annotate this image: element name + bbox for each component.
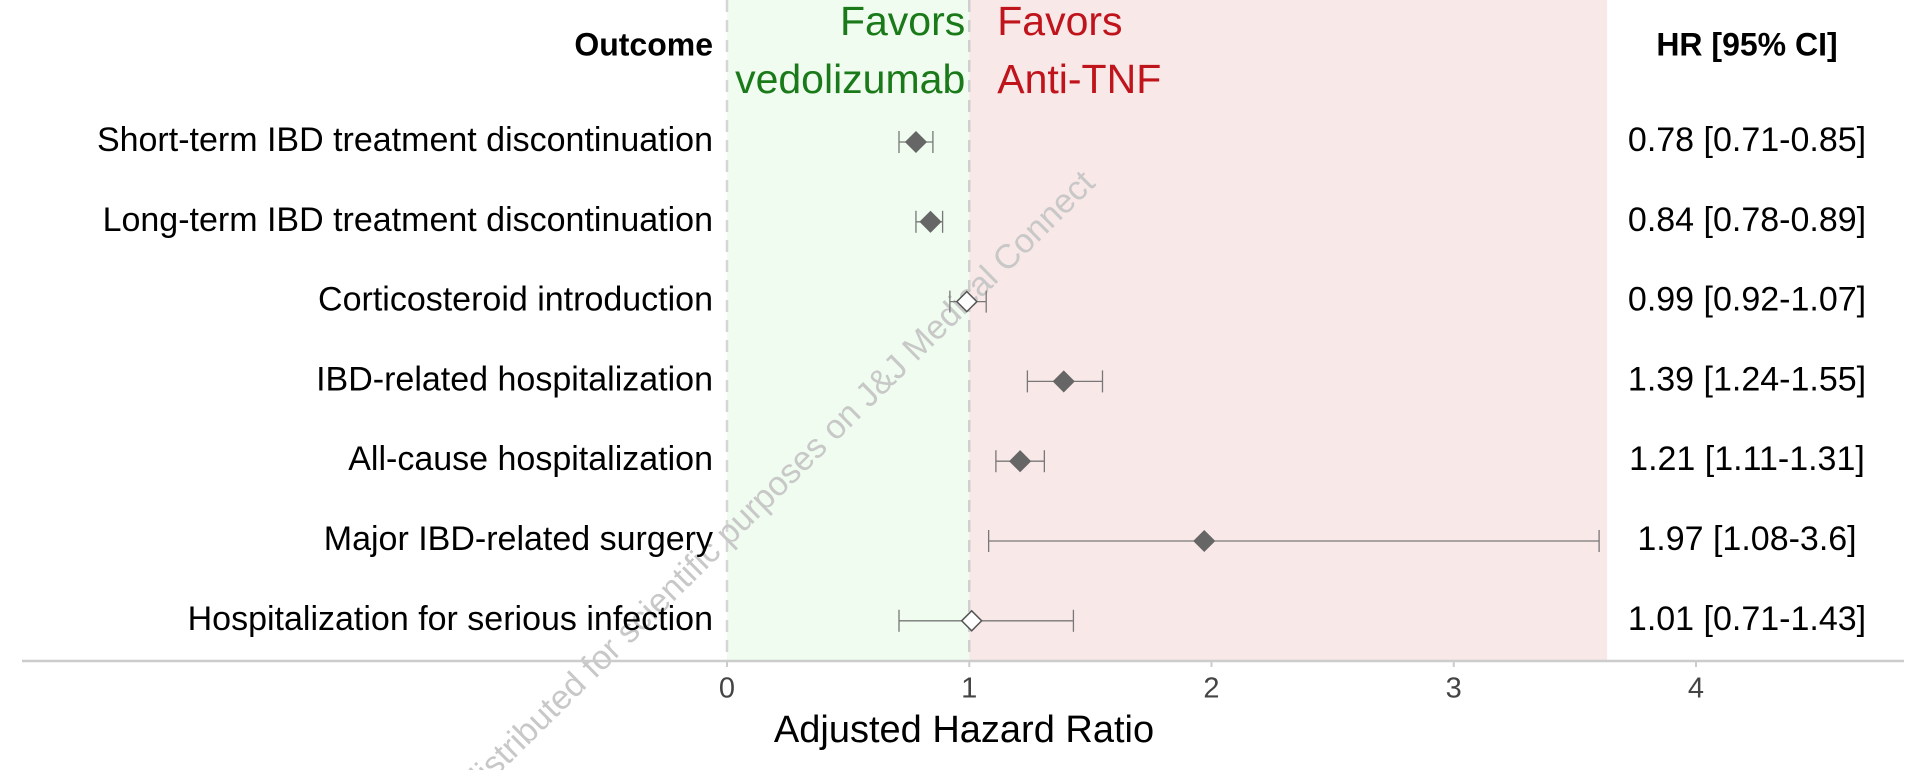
x-tick-label: 2 <box>1203 673 1219 705</box>
favors-right: Favors <box>997 0 1122 44</box>
favors-left: vedolizumab <box>735 56 965 102</box>
header-outcome: Outcome <box>574 26 713 62</box>
x-axis-label: Adjusted Hazard Ratio <box>774 709 1154 751</box>
left-band <box>727 0 970 661</box>
hr-point <box>904 130 928 154</box>
hr-point <box>919 210 942 233</box>
outcome-label: Long-term IBD treatment discontinuation <box>103 201 713 239</box>
hr-label: 0.99 [0.92-1.07] <box>1628 281 1866 319</box>
outcome-label: Hospitalization for serious infection <box>188 600 713 638</box>
favors-right: Anti-TNF <box>997 56 1161 102</box>
favors-left: Favors <box>840 0 965 44</box>
header-hr: HR [95% CI] <box>1656 26 1837 62</box>
hr-label: 0.78 [0.71-0.85] <box>1628 121 1866 159</box>
hr-point <box>960 609 983 632</box>
right-band <box>969 0 1608 661</box>
x-tick-label: 3 <box>1446 673 1462 705</box>
outcome-label: All-cause hospitalization <box>348 440 713 478</box>
outcome-label: Corticosteroid introduction <box>318 281 713 319</box>
hr-point <box>1193 529 1216 553</box>
hr-label: 1.01 [0.71-1.43] <box>1628 600 1866 638</box>
outcome-label: Major IBD-related surgery <box>324 520 713 558</box>
x-tick-label: 0 <box>719 673 735 705</box>
outcome-label: IBD-related hospitalization <box>316 360 713 398</box>
outcome-label: Short-term IBD treatment discontinuation <box>97 121 713 159</box>
x-tick-label: 4 <box>1688 673 1704 705</box>
x-tick-label: 1 <box>961 673 977 705</box>
hr-point <box>955 290 978 313</box>
hr-point <box>1009 450 1032 473</box>
hr-label: 0.84 [0.78-0.89] <box>1628 201 1866 239</box>
hr-point <box>1052 370 1075 393</box>
hr-label: 1.97 [1.08-3.6] <box>1637 520 1856 558</box>
hr-label: 1.39 [1.24-1.55] <box>1628 360 1866 398</box>
hr-label: 1.21 [1.11-1.31] <box>1629 440 1865 478</box>
